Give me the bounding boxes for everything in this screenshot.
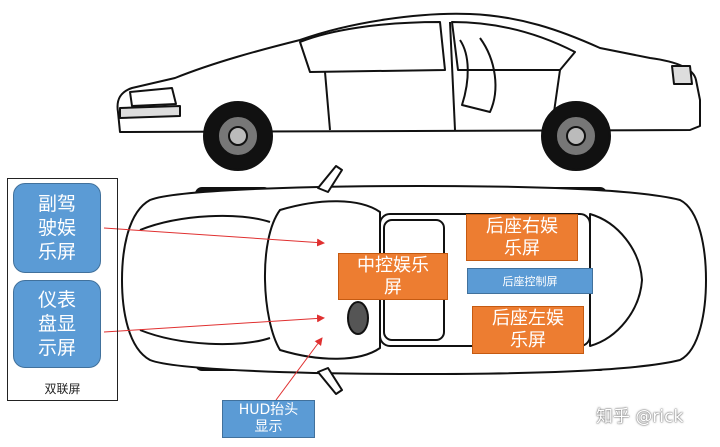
dual-screen-caption: 双联屏 [44, 382, 81, 396]
passenger-screen-label: 副驾 驶娱 乐屏 [13, 183, 101, 273]
dual-screen-group [7, 178, 118, 401]
rear-control-screen-label: 后座控制屏 [467, 268, 593, 294]
car-side-view [116, 12, 701, 171]
watermark-text: 知乎 @rick [596, 407, 684, 427]
arrow-instrument [103, 314, 325, 333]
hud-label: HUD抬头 显示 [222, 400, 315, 438]
arrow-hud [275, 337, 323, 401]
rear-right-screen-label: 后座右娱 乐屏 [466, 214, 578, 261]
rear-left-screen-label: 后座左娱 乐屏 [472, 306, 584, 354]
instrument-screen-label: 仪表 盘显 示屏 [13, 280, 101, 368]
arrow-passenger [103, 227, 325, 247]
center-screen-label: 中控娱乐 屏 [338, 253, 448, 300]
pointer-arrows [103, 227, 325, 401]
